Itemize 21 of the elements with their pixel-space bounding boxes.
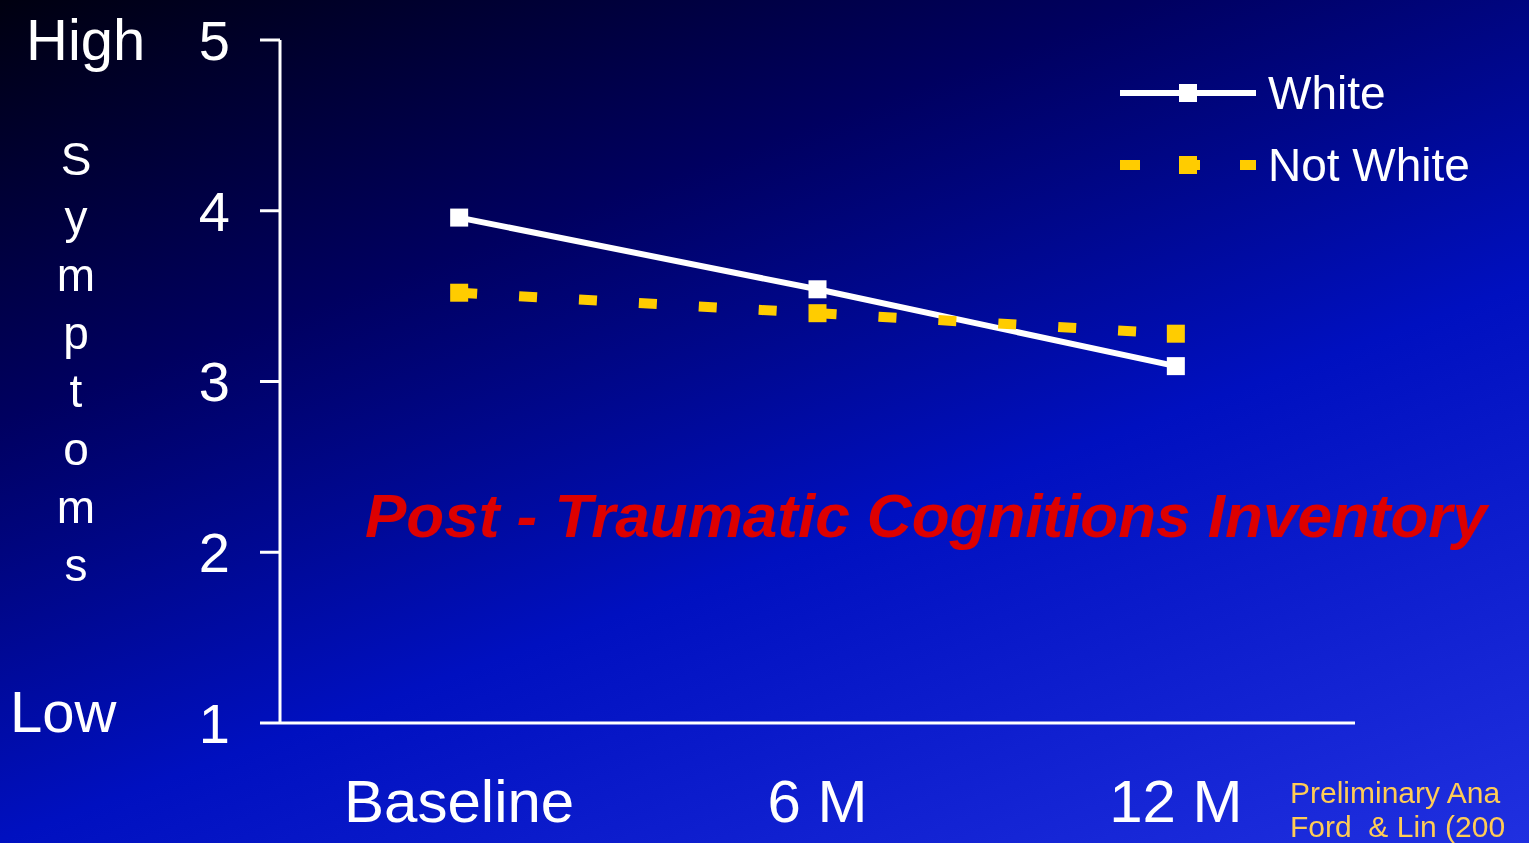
point — [1166, 324, 1185, 343]
point — [808, 280, 827, 299]
y-tick-label: 3 — [198, 350, 230, 414]
x-tick-label: 12 M — [1109, 767, 1243, 835]
y-tick-label: 2 — [198, 521, 230, 585]
x-tick-label: 6 M — [767, 767, 868, 835]
legend-label: White — [1268, 66, 1386, 120]
y-tick-label: 5 — [198, 8, 230, 72]
y-tick-label: 4 — [198, 179, 230, 243]
point — [450, 283, 469, 302]
point — [808, 304, 827, 323]
y-axis-title: Symptoms — [56, 132, 96, 593]
text: Ford & Lin (200 — [1290, 810, 1506, 843]
x-tick-label: Baseline — [344, 767, 575, 835]
text: Preliminary Ana — [1290, 776, 1502, 810]
text: Low — [10, 678, 117, 745]
legend-label: Not White — [1268, 138, 1470, 192]
point — [450, 208, 469, 227]
y-tick-label: 1 — [198, 691, 230, 755]
text: High — [26, 6, 146, 73]
point — [1166, 357, 1185, 376]
